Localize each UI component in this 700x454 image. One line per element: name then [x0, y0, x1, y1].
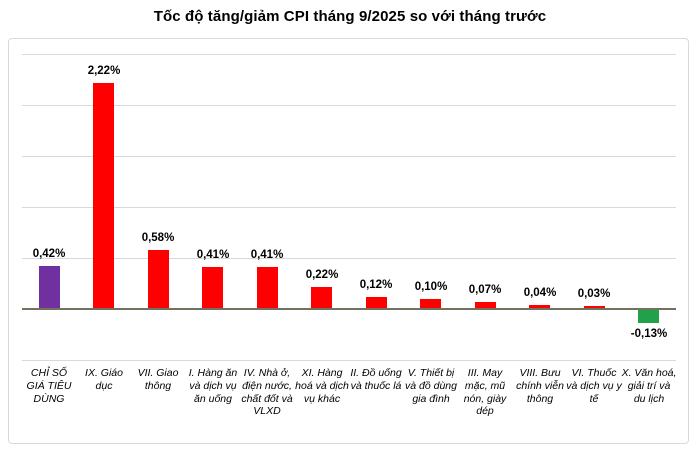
gridline: [22, 105, 676, 106]
plot-area: 0,42% CHỈ SỐ GIÁ TIÊU DÙNG 2,22% IX. Giáo d…: [9, 39, 688, 443]
bar: [584, 306, 605, 309]
category-label: VIII. Bưu chính viễn thông: [516, 367, 564, 405]
gridline: [22, 258, 676, 259]
category-label: VII. Giao thông: [137, 367, 179, 392]
bar: [311, 287, 332, 309]
bar-value-label: 0,07%: [468, 284, 502, 296]
chart-card: 0,42% CHỈ SỐ GIÁ TIÊU DÙNG 2,22% IX. Giáo d…: [8, 38, 689, 444]
category-label: XI. Hàng hoá và dịch vụ khác: [295, 367, 349, 405]
bar: [529, 305, 550, 309]
category-label: II. Đồ uống và thuốc lá: [350, 367, 402, 392]
bar-value-label: 2,22%: [87, 65, 121, 77]
gridline: [22, 207, 676, 208]
category-label: V. Thiết bị và đồ dùng gia đình: [405, 367, 457, 405]
bar-value-label: -0,13%: [630, 328, 668, 340]
gridline: [22, 54, 676, 55]
category-label: III. May mặc, mũ nón, giày dép: [463, 367, 507, 418]
category-label: VI. Thuốc và dịch vụ y tế: [566, 367, 622, 405]
bar-value-label: 0,10%: [414, 281, 448, 293]
bar: [202, 267, 223, 309]
bar-value-label: 0,22%: [305, 269, 339, 281]
gridline: [22, 360, 676, 361]
bar: [366, 297, 387, 309]
chart-title: Tốc độ tăng/giảm CPI tháng 9/2025 so với…: [153, 8, 547, 25]
bar: [638, 310, 659, 323]
category-label: CHỈ SỐ GIÁ TIÊU DÙNG: [26, 367, 72, 405]
bar: [420, 299, 441, 309]
bar-value-label: 0,04%: [523, 287, 557, 299]
category-label: I. Hàng ăn và dịch vụ ăn uống: [188, 367, 238, 405]
bar-value-label: 0,42%: [32, 248, 66, 260]
gridline: [22, 156, 676, 157]
bar-value-label: 0,41%: [250, 249, 284, 261]
category-label: IX. Giáo dục: [85, 367, 123, 392]
bar-value-label: 0,41%: [196, 249, 230, 261]
bar-value-label: 0,03%: [577, 288, 611, 300]
bar: [148, 250, 169, 309]
bar-value-label: 0,12%: [359, 279, 393, 291]
bar: [257, 267, 278, 309]
x-axis-line: [22, 308, 676, 310]
bar: [93, 83, 114, 309]
bar: [39, 266, 60, 309]
category-label: IV. Nhà ở, điện nước, chất đốt và VLXD: [241, 367, 293, 418]
bar-value-label: 0,58%: [141, 232, 175, 244]
category-label: X. Văn hoá, giải trí và du lịch: [621, 367, 677, 405]
bar: [475, 302, 496, 309]
